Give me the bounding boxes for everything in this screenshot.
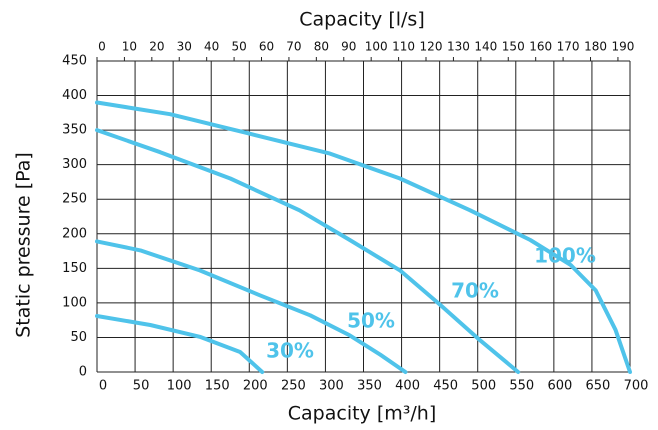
x2-tick-label: 180 xyxy=(584,40,607,54)
series-label: 70% xyxy=(451,279,499,303)
y-axis-title: Static pressure [Pa] xyxy=(13,152,35,338)
y-tick-label: 400 xyxy=(62,88,87,103)
x-tick-label: 550 xyxy=(509,379,534,394)
x2-tick-label: 130 xyxy=(447,40,470,54)
x-tick-label: 300 xyxy=(319,379,344,394)
curve xyxy=(95,128,521,374)
series-label: 100% xyxy=(534,244,596,268)
x2-tick-label: 60 xyxy=(259,40,274,54)
x2-tick-label: 20 xyxy=(149,40,164,54)
x-tick-label: 250 xyxy=(281,379,306,394)
x-tick-label: 700 xyxy=(624,379,649,394)
x2-tick-label: 170 xyxy=(557,40,580,54)
y-tick-label: 100 xyxy=(62,295,87,310)
y-tick-label: 350 xyxy=(62,123,87,138)
x2-tick-label: 100 xyxy=(365,40,388,54)
x-tick-label: 650 xyxy=(586,379,611,394)
x-tick-label: 350 xyxy=(357,379,382,394)
y-tick-label: 250 xyxy=(62,192,87,207)
curve xyxy=(95,314,265,374)
x2-tick-label: 10 xyxy=(122,40,137,54)
x2-tick-label: 0 xyxy=(98,40,106,54)
series-label: 30% xyxy=(266,339,314,363)
x-tick-label: 200 xyxy=(243,379,268,394)
y-tick-label: 450 xyxy=(62,54,87,69)
x2-tick-label: 110 xyxy=(392,40,415,54)
x-tick-label: 450 xyxy=(433,379,458,394)
x2-tick-label: 150 xyxy=(502,40,525,54)
y-tick-label: 150 xyxy=(62,261,87,276)
x2-tick-label: 30 xyxy=(177,40,192,54)
x-tick-label: 400 xyxy=(395,379,420,394)
x2-tick-label: 50 xyxy=(231,40,246,54)
bottom-axis-title: Capacity [m³/h] xyxy=(288,403,436,425)
x-tick-label: 500 xyxy=(471,379,496,394)
y-tick-label: 300 xyxy=(62,157,87,172)
y-tick-label: 50 xyxy=(70,330,87,345)
x2-tick-label: 120 xyxy=(420,40,443,54)
x-tick-label: 50 xyxy=(133,379,150,394)
y-tick-label: 200 xyxy=(62,226,87,241)
x2-tick-label: 160 xyxy=(529,40,552,54)
x2-tick-label: 80 xyxy=(314,40,329,54)
x-tick-label: 100 xyxy=(167,379,192,394)
curve xyxy=(95,100,632,374)
x2-tick-label: 40 xyxy=(204,40,219,54)
x-tick-label: 150 xyxy=(205,379,230,394)
x2-tick-label: 70 xyxy=(286,40,301,54)
x2-tick-label: 90 xyxy=(341,40,356,54)
series-label: 50% xyxy=(347,309,395,333)
x2-tick-label: 140 xyxy=(474,40,497,54)
y-tick-label: 0 xyxy=(79,365,87,380)
x-tick-label: 0 xyxy=(99,379,107,394)
top-axis-title: Capacity [l/s] xyxy=(299,9,424,31)
curve xyxy=(95,239,408,374)
x-tick-label: 600 xyxy=(547,379,572,394)
x2-tick-label: 190 xyxy=(611,40,634,54)
